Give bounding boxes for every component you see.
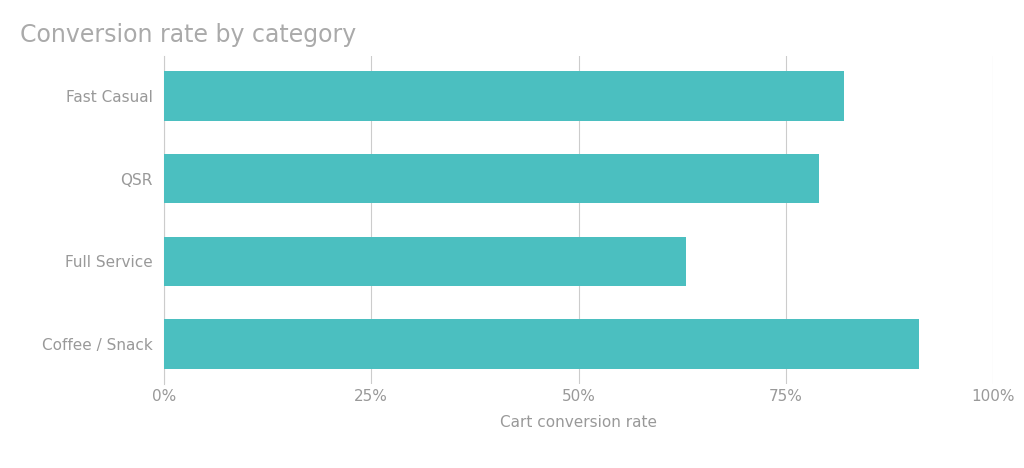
Bar — [164, 154, 819, 204]
Bar — [164, 71, 844, 121]
X-axis label: Cart conversion rate: Cart conversion rate — [500, 416, 657, 431]
Bar — [164, 319, 919, 369]
Text: Conversion rate by category: Conversion rate by category — [20, 23, 356, 47]
Bar — [164, 236, 686, 286]
